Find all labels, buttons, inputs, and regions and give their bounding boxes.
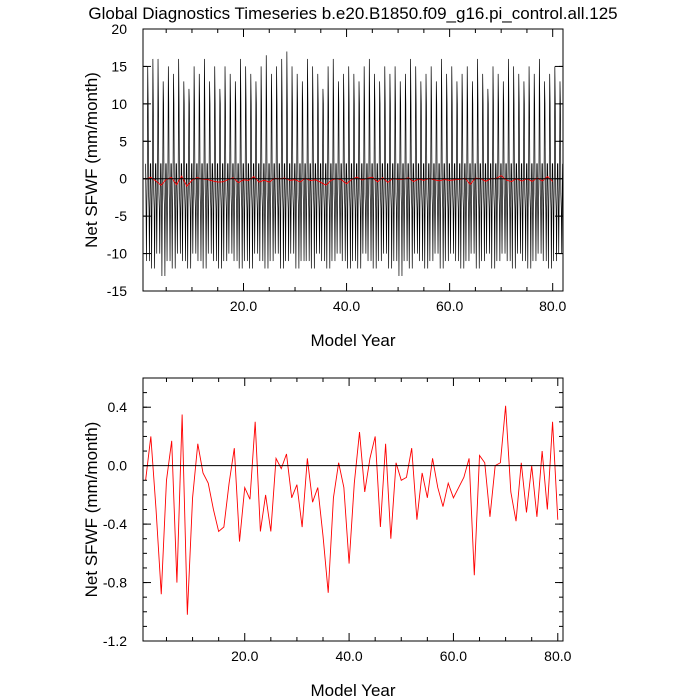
x-tick-label: 60.0 — [440, 648, 467, 664]
bottom-panel: 20.0 40.0 60.0 80.0 0.4 0.0 -0.4 -0.8 -1.2 Model … — [82, 377, 572, 700]
y-tick-label: 0.0 — [108, 458, 128, 474]
x-axis-label: Model Year — [310, 331, 395, 350]
y-tick-label: -10 — [107, 246, 127, 262]
y-tick-label: -0.8 — [103, 575, 127, 591]
y-axis-label: Net SFWF (mm/month) — [82, 422, 101, 598]
y-tick-label: 0 — [119, 171, 127, 187]
top-panel: 20.0 40.0 60.0 80.0 20 15 10 5 0 -5 -10 -15 Model Ye… — [82, 21, 567, 350]
series-line-0 — [145, 405, 559, 615]
y-tick-label: 10 — [111, 96, 127, 112]
y-tick-label: 20 — [111, 21, 127, 37]
x-tick-label: 60.0 — [436, 298, 463, 314]
x-tick-label: 80.0 — [544, 648, 571, 664]
y-tick-label: 5 — [119, 133, 127, 149]
plot-frame — [142, 28, 564, 292]
y-tick-label: -0.4 — [103, 516, 127, 532]
x-tick-label: 40.0 — [335, 648, 362, 664]
y-tick-label: -15 — [107, 283, 127, 299]
y-axis-label: Net SFWF (mm/month) — [82, 72, 101, 248]
x-tick-label: 80.0 — [539, 298, 566, 314]
x-axis-label: Model Year — [310, 681, 395, 700]
series-line-1 — [145, 175, 554, 188]
series-line-0 — [145, 51, 563, 277]
y-tick-label: -5 — [115, 208, 128, 224]
figure-title: Global Diagnostics Timeseries b.e20.B185… — [88, 4, 617, 23]
x-tick-label: 40.0 — [333, 298, 360, 314]
x-tick-label: 20.0 — [230, 298, 257, 314]
x-tick-label: 20.0 — [231, 648, 258, 664]
y-tick-label: 0.4 — [108, 399, 128, 415]
y-tick-label: 15 — [111, 58, 127, 74]
y-tick-label: -1.2 — [103, 633, 127, 649]
